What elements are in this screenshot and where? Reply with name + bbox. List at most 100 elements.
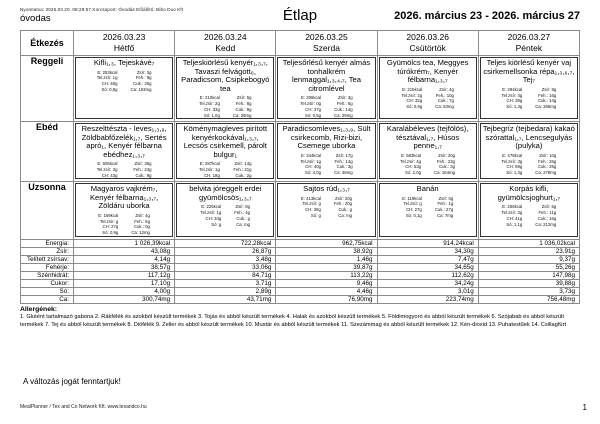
- nutrition-line: Zsír: 3g: [338, 95, 353, 101]
- dish-name: Paradicsomleves₁,₃,₉, Sült csirkecomb, R…: [282, 124, 371, 151]
- nutrition-line: Feh.: 20g: [333, 201, 353, 207]
- nutrition-line: Cuk.: g: [338, 207, 353, 213]
- nutrition-line: Ca: mg: [236, 221, 251, 227]
- summary-value: 39,88g: [477, 279, 581, 288]
- day-date: 2026.03.25: [305, 31, 348, 42]
- summary-row-label: Cukor:: [20, 279, 74, 288]
- meal-box: Kifli₁,₃, Tejeskávé₇ E: 253kcal Tel.zsír: …: [75, 57, 174, 119]
- summary-row-label: Só:: [20, 287, 74, 296]
- meal-box: Karalábéleves (tejfölös), tésztával₁,₇, …: [378, 123, 477, 179]
- meal-cell: belvita jóreggelt erdei gyümölcsös₁,₃,₇ E…: [174, 181, 277, 240]
- nutrition-line: Só: 1,0g: [203, 112, 220, 118]
- summary-value: 43,71mg: [174, 295, 277, 304]
- nutrition-right-column: Zsír: 8g Feh.: 16g Cuk.: 14g Ca: 266mg: [535, 87, 556, 110]
- nutrition-block: E: 210kcal Tel.zsír: 2g CH: 33g Só: 1,0g Zsí…: [199, 95, 251, 118]
- nutrition-line: Só: 2,0g: [405, 170, 422, 176]
- nutrition-left-column: E: 225kcal Tel.zsír: 1g CH: 34g Só: g: [201, 204, 222, 227]
- nutrition-line: Só: g: [310, 212, 321, 218]
- print-metadata-line: Nyomtatva: 2026.03.20. 08:29:57 Korcsopo…: [20, 7, 184, 12]
- nutrition-line: Zsír: 3g: [136, 69, 152, 75]
- day-weekday: Szerda: [313, 43, 340, 53]
- nutrition-line: Cuk.: 14g: [537, 98, 557, 104]
- nutrition-line: Tel.zsír: 0g: [300, 101, 322, 107]
- nutrition-line: CH: 33g: [204, 106, 220, 112]
- nutrition-right-column: Zsír: 0g Feh.: 1g Cuk.: 27g Ca: 7mg: [435, 196, 453, 219]
- nutrition-left-column: E: 476kcal Tel.zsír: 3g CH: 69g Só: 1,3g: [501, 153, 522, 176]
- nutrition-line: Feh.: 10g: [435, 92, 454, 98]
- nutrition-left-column: E: 119kcal Tel.zsír: g CH: 27g Só: 0,1g: [402, 196, 422, 219]
- nutrition-line: Ca: 164mg: [434, 170, 456, 176]
- meal-box: Reszelttészta - leves₁,₃,₉, Zöldbabfőzel…: [75, 123, 174, 179]
- summary-row: Ca: 300,74mg 43,71mg 76,90mg 223,74mg 756,48m…: [20, 295, 581, 304]
- meal-row-reggeli: Reggeli Kifli₁,₃, Tejeskávé₇ E: 253kcal Tel…: [20, 55, 581, 122]
- meal-box: Teljesőrlésű kenyér almás tonhalkrém len…: [277, 57, 376, 119]
- nutrition-left-column: E: 210kcal Tel.zsír: 2g CH: 33g Só: 1,0g: [199, 95, 220, 118]
- meal-box: Magyaros vajkrém₇, Kenyér félbarna₁,₃,₇,…: [75, 183, 174, 237]
- nutrition-line: Zsír: 6g: [541, 204, 557, 210]
- nutrition-line: Feh.: 24g: [133, 167, 152, 173]
- nutrition-line: E: 605kcal: [97, 161, 118, 167]
- summary-value: 3,71g: [174, 279, 277, 288]
- meal-cell: Teljes kiörlésű kenyér vaj csirkemellson…: [477, 55, 581, 122]
- nutrition-line: CH: 36g: [305, 207, 321, 213]
- nutrition-left-column: E: 206kcal Tel.zsír: 0g CH: 37g Só: 0,5g: [300, 95, 321, 118]
- nutrition-line: CH: 18g: [204, 172, 220, 178]
- meal-row-ebéd: Ebéd Reszelttészta - leves₁,₃,₉, Zöldbabf…: [20, 121, 581, 182]
- nutrition-line: Cuk.: 16g: [537, 215, 557, 221]
- meal-cell: Sajtos rúd₁,₃,₇ E: 413kcal Tel.zsír: g CH: …: [275, 181, 378, 240]
- summary-value: 9,37g: [477, 255, 581, 264]
- meal-cell: Kifli₁,₃, Tejeskávé₇ E: 253kcal Tel.zsír: …: [72, 55, 176, 122]
- nutrition-line: E: 253kcal: [97, 69, 118, 75]
- nutrition-block: E: 253kcal Tel.zsír: 1g CH: 48g Só: 0,8g Zsí…: [97, 70, 152, 93]
- nutrition-line: CH: 41g: [506, 215, 523, 221]
- nutrition-line: Cuk.: 26g: [537, 164, 557, 170]
- nutrition-block: E: 266kcal Tel.zsír: 3g CH: 41g Só: 1,1g Zsí…: [501, 204, 556, 227]
- nutrition-line: CH: 40g: [305, 164, 322, 170]
- nutrition-line: Feh.: 16g: [538, 92, 557, 98]
- summary-value: 4,00g: [72, 287, 176, 296]
- nutrition-line: Feh.: 26g: [538, 158, 557, 164]
- nutrition-line: Cuk.: g: [236, 215, 251, 221]
- summary-row-label: Szénhidrát:: [20, 271, 74, 280]
- nutrition-left-column: E: 344kcal Tel.zsír: 1g CH: 40g Só: 4,0g: [300, 153, 321, 176]
- meal-cell: Paradicsomleves₁,₃,₉, Sült csirkecomb, R…: [275, 121, 378, 182]
- nutrition-right-column: Zsír: 20g Feh.: 20g Cuk.: g Ca: mg: [334, 196, 352, 219]
- summary-value: 23,91g: [477, 247, 581, 256]
- summary-value: 17,10g: [72, 279, 176, 288]
- nutrition-line: Tel.zsír: 3g: [96, 167, 118, 173]
- dish-name: Reszelttészta - leves₁,₃,₉, Zöldbabfőzel…: [81, 124, 167, 159]
- nutrition-line: CH: 39g: [506, 98, 523, 104]
- day-weekday: Péntek: [515, 43, 543, 53]
- nutrition-line: Feh.: 11g: [538, 209, 557, 215]
- dish-name: Magyaros vajkrém₇, Kenyér félbarna₁,₃,₇,…: [89, 184, 159, 211]
- summary-value: 722,28kcal: [174, 239, 277, 248]
- meal-cell: Gyümölcs tea, Meggyes túrókrém₇, Kenyér …: [376, 55, 479, 122]
- nutrition-left-column: E: 266kcal Tel.zsír: 3g CH: 41g Só: 1,1g: [501, 204, 522, 227]
- nutrition-line: Feh.: 6g: [336, 101, 353, 107]
- nutrition-line: E: 476kcal: [502, 152, 523, 158]
- nutrition-line: Só: 1,1g: [506, 221, 523, 227]
- nutrition-line: Ca: 278mg: [535, 170, 557, 176]
- nutrition-line: Só: 0,9g: [102, 230, 119, 236]
- date-range: 2026. március 23 - 2026. március 27: [394, 10, 580, 22]
- summary-value: 1,46g: [275, 255, 378, 264]
- summary-value: 223,74mg: [376, 295, 479, 304]
- nutrition-line: Ca: 163mg: [130, 86, 152, 92]
- nutrition-line: Feh.: 1g: [437, 201, 454, 207]
- age-group-label: óvodas: [20, 13, 51, 24]
- nutrition-line: Tel.zsír: 1g: [96, 75, 118, 81]
- dish-name: Sajtos rúd₁,₃,₇: [303, 184, 350, 193]
- day-date: 2026.03.27: [507, 31, 551, 42]
- nutrition-block: E: 413kcal Tel.zsír: g CH: 36g Só: g Zsír: 2…: [301, 196, 352, 219]
- nutrition-line: CH: 43g: [101, 172, 118, 178]
- summary-value: 33,06g: [174, 263, 277, 272]
- summary-row: Fehérje: 38,57g 33,06g 39,87g 34,65g 55,26g: [20, 263, 581, 272]
- dish-name: belvita jóreggelt erdei gyümölcsös₁,₃,₇: [189, 184, 262, 202]
- nutrition-block: E: 225kcal Tel.zsír: 1g CH: 34g Só: g Zsír: …: [201, 204, 251, 227]
- day-column-header: 2026.03.26 Csütörtök: [376, 30, 479, 56]
- nutrition-line: Zsír: 36g: [134, 161, 152, 167]
- nutrition-line: Tel.zsír: 1g: [199, 167, 220, 173]
- day-weekday: Csütörtök: [409, 43, 446, 53]
